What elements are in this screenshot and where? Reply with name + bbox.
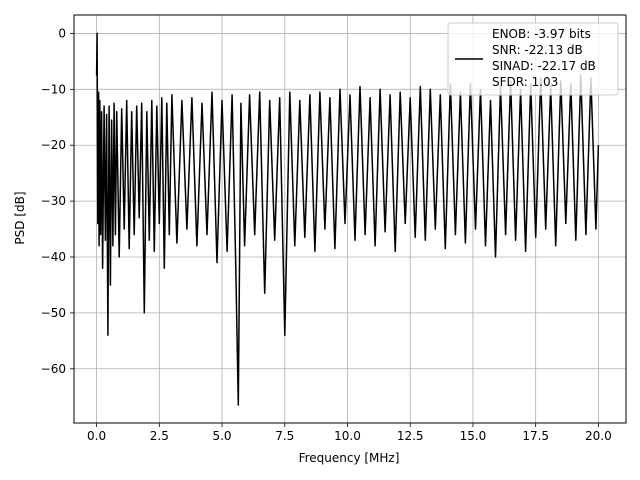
legend-box (447, 22, 619, 96)
psd-series-line (95, 32, 600, 406)
x-tick-label: 7.5 (275, 429, 294, 443)
x-tick-label: 5.0 (212, 429, 231, 443)
x-tick-label: 20.0 (585, 429, 612, 443)
y-tick-label: 0 (58, 26, 66, 40)
x-axis-label: Frequency [MHz] (299, 451, 400, 465)
x-tick-label: 2.5 (150, 429, 169, 443)
legend-sfdr-text: SFDR: 1.03 (492, 75, 558, 89)
series-layer (95, 32, 600, 406)
legend: ENOB: -3.97 bits SNR: -22.13 dB SINAD: -… (447, 22, 619, 96)
x-tick-label: 17.5 (522, 429, 549, 443)
y-tick-label: −20 (41, 138, 66, 152)
legend-sinad-text: SINAD: -22.17 dB (492, 59, 596, 73)
legend-snr-text: SNR: -22.13 dB (492, 43, 583, 57)
y-tick-label: −60 (41, 362, 66, 376)
x-tick-label: 0.0 (87, 429, 106, 443)
x-axis-ticks: 0.0 2.5 5.0 7.5 10.0 12.5 15.0 17.5 20.0 (87, 423, 612, 443)
axes-frame (73, 14, 627, 424)
y-tick-label: −50 (41, 306, 66, 320)
y-tick-label: −10 (41, 82, 66, 96)
x-tick-label: 12.5 (397, 429, 424, 443)
x-tick-label: 10.0 (334, 429, 361, 443)
y-axis-ticks: 0 −10 −20 −30 −40 −50 −60 (41, 26, 74, 376)
x-tick-label: 15.0 (460, 429, 487, 443)
y-axis-label: PSD [dB] (13, 191, 27, 244)
y-tick-label: −40 (41, 250, 66, 264)
legend-enob-text: ENOB: -3.97 bits (492, 27, 591, 41)
y-tick-label: −30 (41, 194, 66, 208)
